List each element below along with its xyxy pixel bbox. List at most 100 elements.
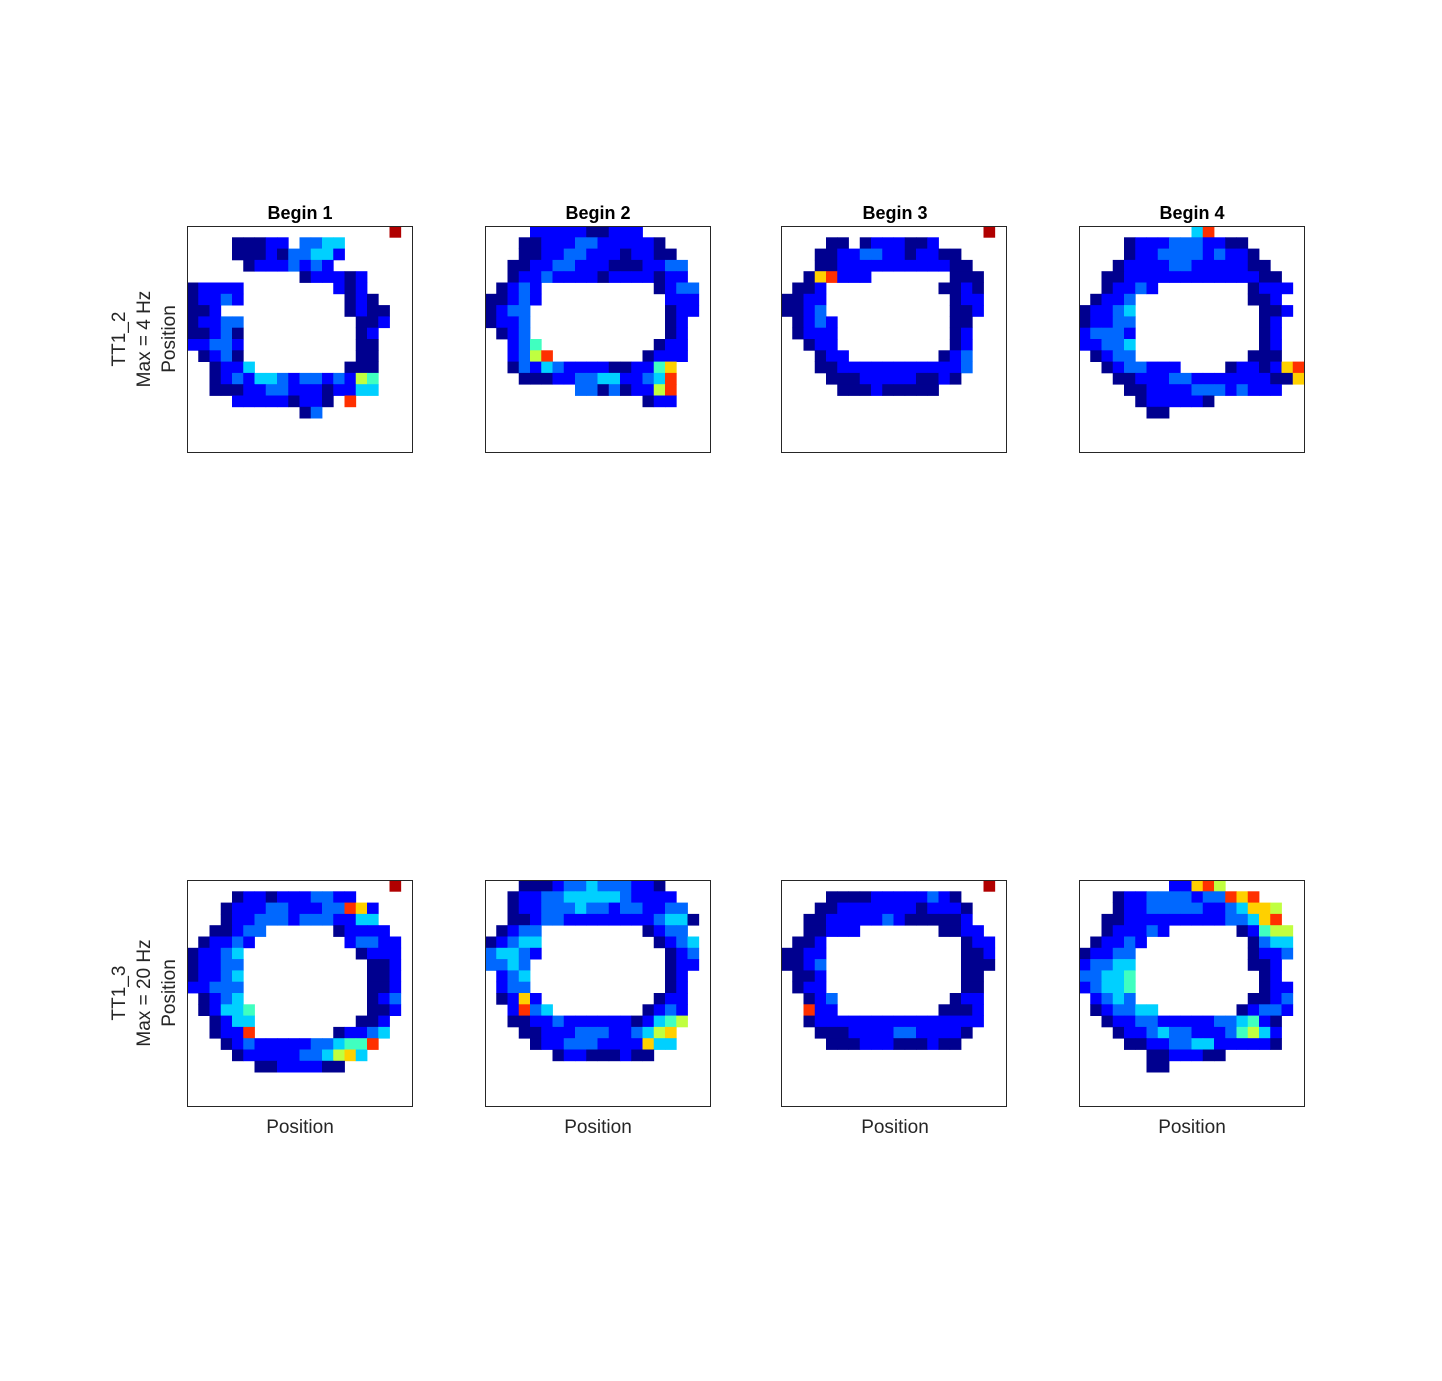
heatmap-cell xyxy=(1169,395,1181,408)
heatmap-cell xyxy=(277,384,289,396)
heatmap-cell xyxy=(1112,981,1125,994)
heatmap-cell xyxy=(837,248,849,261)
heatmap-cell xyxy=(198,316,210,329)
heatmap-cell xyxy=(1202,880,1215,892)
heatmap-cell xyxy=(232,395,244,408)
heatmap-cell xyxy=(1270,1004,1282,1016)
heatmap-cell xyxy=(1180,395,1192,408)
heatmap-cell xyxy=(972,970,984,983)
heatmap-cell xyxy=(1281,282,1294,295)
heatmap-cell xyxy=(1247,1004,1260,1016)
heatmap-cell xyxy=(1146,271,1159,283)
heatmap-cell xyxy=(344,361,357,374)
row1-max-label: Max = 4 Hz xyxy=(134,291,155,388)
heatmap-cell xyxy=(1101,316,1114,329)
heatmap-cell xyxy=(586,1038,598,1050)
heatmap-cell xyxy=(209,993,222,1005)
heatmap-cell xyxy=(1157,372,1170,385)
heatmap-cell xyxy=(575,1049,587,1062)
heatmap-cell xyxy=(1146,282,1159,295)
heatmap-cell xyxy=(1157,271,1170,283)
heatmap-cell xyxy=(220,959,233,971)
heatmap-cell xyxy=(814,902,827,915)
heatmap-cell xyxy=(631,372,643,385)
heatmap-cell xyxy=(620,237,632,249)
heatmap-cell xyxy=(552,226,565,238)
row1-cell-label: TT1_2 xyxy=(109,312,130,367)
heatmap-cell xyxy=(541,902,553,915)
heatmap-cell xyxy=(803,1004,816,1016)
heatmap-cell xyxy=(1112,1004,1125,1016)
heatmap-cell xyxy=(232,316,244,329)
heatmap-cell xyxy=(803,970,816,983)
heatmap-cell xyxy=(1281,1004,1294,1016)
heatmap-cell xyxy=(1247,248,1260,261)
heatmap-cell xyxy=(507,271,520,283)
heatmap-cell xyxy=(1157,1015,1170,1028)
heatmap-cell xyxy=(916,1038,928,1050)
heatmap-panel-1-3 xyxy=(781,226,1007,453)
heatmap-cell xyxy=(642,395,655,408)
heatmap-cell xyxy=(1101,361,1114,374)
heatmap-cell xyxy=(972,1004,984,1016)
heatmap-cell xyxy=(1146,1038,1159,1050)
heatmap-cell xyxy=(187,947,199,960)
heatmap-cell xyxy=(1292,372,1305,385)
heatmap-cell xyxy=(243,372,255,385)
heatmap-cell xyxy=(597,372,610,385)
heatmap-cell xyxy=(563,1038,576,1050)
heatmap-cell xyxy=(1191,1015,1204,1028)
heatmap-cell xyxy=(333,372,345,385)
heatmap-cell xyxy=(916,902,928,915)
heatmap-cell xyxy=(927,237,939,249)
heatmap-cell xyxy=(1259,947,1271,960)
heatmap-cell xyxy=(814,271,827,283)
heatmap-cell xyxy=(518,902,531,915)
heatmap-cell xyxy=(1157,902,1170,915)
heatmap-cell xyxy=(949,372,962,385)
heatmap-cell xyxy=(198,350,210,362)
heatmap-cell xyxy=(871,1015,883,1028)
heatmap-cell xyxy=(507,327,520,340)
heatmap-cell xyxy=(676,259,688,272)
heatmap-cell xyxy=(265,372,278,385)
heatmap-cell xyxy=(1169,384,1181,396)
heatmap-cell xyxy=(1169,1038,1181,1050)
heatmap-cell xyxy=(927,248,939,261)
heatmap-cell xyxy=(288,248,300,261)
heatmap-cell xyxy=(814,970,827,983)
heatmap-cell xyxy=(949,902,962,915)
heatmap-cell xyxy=(518,316,531,329)
heatmap-cell xyxy=(1101,936,1114,949)
heatmap-cell xyxy=(367,993,379,1005)
heatmap-cell xyxy=(1270,925,1282,937)
heatmap-cell xyxy=(243,913,255,926)
heatmap-cell xyxy=(1112,959,1125,971)
heatmap-cell xyxy=(1157,1049,1170,1062)
heatmap-cell xyxy=(1157,237,1170,249)
heatmap-cell xyxy=(1146,1004,1159,1016)
heatmap-cell xyxy=(871,913,883,926)
heatmap-cell xyxy=(1180,384,1192,396)
heatmap-cell xyxy=(1169,880,1181,892)
heatmap-cell xyxy=(620,1049,632,1062)
heatmap-cell xyxy=(1214,384,1226,396)
heatmap-cell xyxy=(1135,282,1147,295)
heatmap-cell xyxy=(232,947,244,960)
heatmap-cell xyxy=(209,350,222,362)
heatmap-cell xyxy=(1101,925,1114,937)
heatmap-cell xyxy=(187,293,199,306)
heatmap-cell xyxy=(310,913,323,926)
heatmap-cell xyxy=(518,350,531,362)
heatmap-cell xyxy=(333,913,345,926)
heatmap-cell xyxy=(1281,372,1294,385)
heatmap-cell xyxy=(1247,1026,1260,1039)
heatmap-cell xyxy=(575,361,587,374)
row2-cell-label: TT1_3 xyxy=(109,966,130,1021)
heatmap-cell xyxy=(665,327,677,340)
heatmap-cell xyxy=(608,1026,621,1039)
heatmap-cell xyxy=(1112,293,1125,306)
heatmap-cell xyxy=(961,959,973,971)
heatmap-cell xyxy=(859,1026,872,1039)
